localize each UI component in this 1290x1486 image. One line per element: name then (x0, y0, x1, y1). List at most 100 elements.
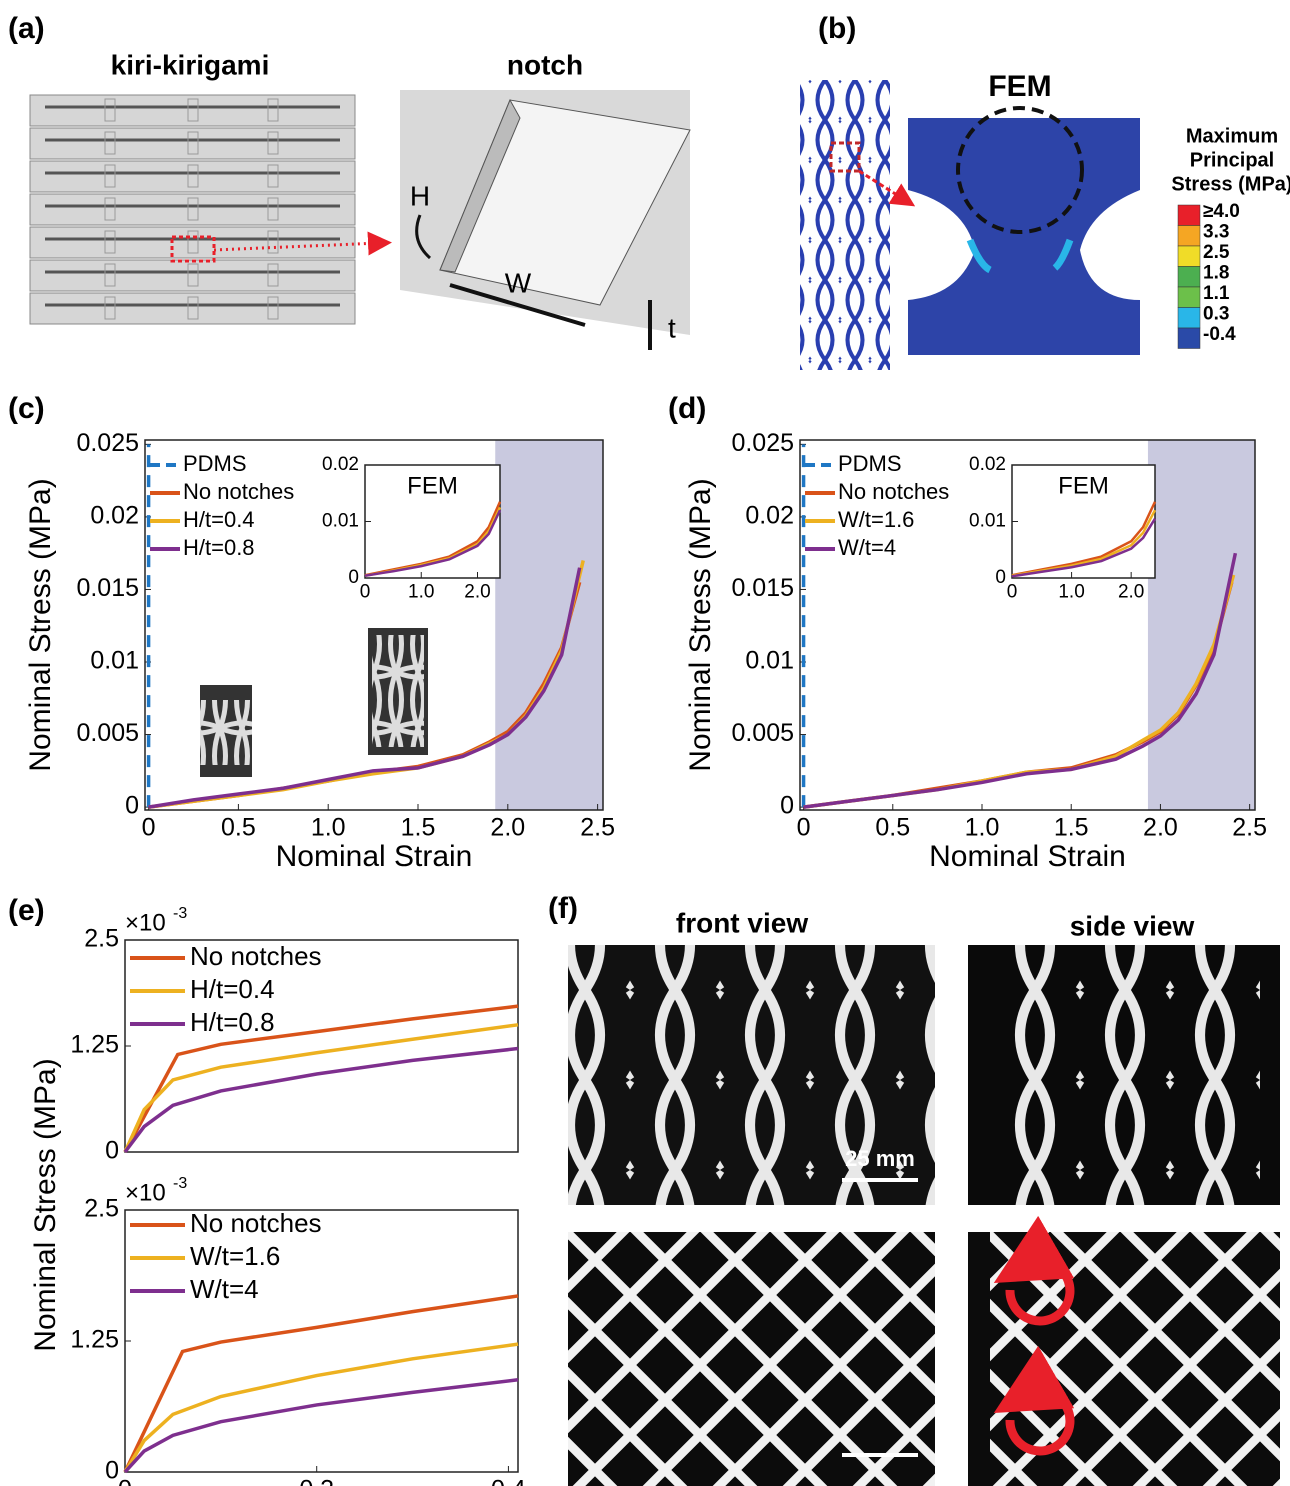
colorbar-swatch (1178, 246, 1200, 267)
data-line (125, 1296, 518, 1472)
lattice-image (800, 80, 890, 370)
annotation: t (668, 312, 676, 343)
inset-title: FEM (1058, 472, 1109, 499)
x-tick-label: 1.0 (1058, 581, 1084, 602)
colorbar-swatch (1178, 287, 1200, 308)
y-tick-label: 0.02 (90, 502, 139, 530)
panel-title: side view (1070, 910, 1195, 941)
panel-label: (c) (8, 392, 45, 425)
legend-label: PDMS (838, 451, 902, 476)
data-line (125, 1344, 518, 1472)
x-tick-label: 0.4 (491, 1475, 526, 1486)
legend-label: W/t=1.6 (838, 507, 914, 532)
data-line (125, 1380, 518, 1472)
annotation: W (505, 267, 532, 298)
x-tick-label: 0.5 (221, 813, 256, 841)
plot-frame (125, 940, 518, 1152)
colorbar-label: ≥4.0 (1203, 201, 1240, 222)
axis-multiplier-exponent: -3 (173, 905, 187, 922)
legend-label: H/t=0.8 (190, 1007, 275, 1037)
x-tick-label: 1.0 (311, 813, 346, 841)
y-tick-label: 0.015 (76, 574, 139, 602)
y-axis-label: Nominal Stress (MPa) (684, 478, 717, 771)
legend-label: H/t=0.4 (183, 507, 255, 532)
x-tick-label: 0 (1007, 581, 1018, 602)
y-tick-label: 1.25 (70, 1031, 119, 1059)
colorbar-title: Maximum (1186, 125, 1278, 147)
y-tick-label: 0.005 (731, 719, 794, 747)
panel-label: (e) (8, 894, 45, 927)
data-line (125, 1006, 518, 1152)
y-tick-label: 0.01 (90, 647, 139, 675)
y-tick-label: 0 (125, 792, 139, 820)
data-line (125, 1025, 518, 1152)
photo (1000, 945, 1260, 1205)
y-axis-label: Nominal Stress (MPa) (24, 478, 57, 771)
panel-label: (a) (8, 12, 45, 45)
panel-title: front view (676, 907, 808, 938)
panel-label: (b) (818, 12, 856, 45)
x-tick-label: 0.2 (299, 1475, 334, 1486)
y-tick-label: 1.25 (70, 1326, 119, 1354)
y-tick-label: 0.015 (731, 574, 794, 602)
x-tick-label: 2.5 (1232, 813, 1267, 841)
panel-title: notch (507, 49, 583, 80)
y-tick-label: 0.01 (969, 511, 1006, 532)
axis-multiplier-exponent: -3 (173, 1175, 187, 1192)
legend-label: No notches (190, 941, 322, 971)
legend-label: W/t=4 (190, 1274, 259, 1304)
y-tick-label: 2.5 (84, 925, 119, 953)
x-tick-label: 1.0 (408, 581, 434, 602)
colorbar-title: Stress (MPa) (1171, 173, 1290, 195)
x-tick-label: 1.5 (1054, 813, 1089, 841)
y-tick-label: 0 (105, 1137, 119, 1165)
legend-label: PDMS (183, 451, 247, 476)
y-tick-label: 0.025 (76, 429, 139, 457)
y-tick-label: 0 (780, 792, 794, 820)
colorbar-label: 3.3 (1203, 222, 1229, 243)
kirigami-sheet (30, 95, 355, 324)
x-tick-label: 2.0 (490, 813, 525, 841)
x-axis-label: Nominal Strain (276, 840, 473, 873)
y-tick-label: 0.02 (745, 502, 794, 530)
x-tick-label: 2.0 (1118, 581, 1144, 602)
x-tick-label: 0 (360, 581, 371, 602)
inset-title: FEM (407, 472, 458, 499)
y-tick-label: 0.02 (322, 454, 359, 475)
legend-label: No notches (190, 1208, 322, 1238)
y-tick-label: 0 (105, 1457, 119, 1485)
y-tick-label: 2.5 (84, 1195, 119, 1223)
data-line (125, 1049, 518, 1152)
annotation: H (410, 180, 430, 211)
x-tick-label: 1.5 (401, 813, 436, 841)
y-axis-label: Nominal Stress (MPa) (29, 1058, 62, 1351)
shaded-region (1148, 440, 1255, 810)
colorbar-swatch (1178, 226, 1200, 247)
colorbar-label: 2.5 (1203, 242, 1230, 263)
y-tick-label: 0.025 (731, 429, 794, 457)
annotation: FEM (988, 70, 1051, 103)
x-tick-label: 2.5 (580, 813, 615, 841)
y-tick-label: 0 (995, 567, 1006, 588)
panel-label: (f) (548, 892, 578, 925)
legend-label: W/t=1.6 (190, 1241, 280, 1271)
colorbar-label: 1.8 (1203, 263, 1229, 284)
colorbar-swatch (1178, 205, 1200, 226)
x-tick-label: 1.0 (965, 813, 1000, 841)
legend-label: W/t=4 (838, 535, 896, 560)
colorbar-swatch (1178, 328, 1200, 349)
shaded-region (495, 440, 603, 810)
photo (568, 1232, 935, 1486)
legend-label: H/t=0.8 (183, 535, 255, 560)
legend-label: H/t=0.4 (190, 974, 275, 1004)
x-tick-label: 2.0 (1143, 813, 1178, 841)
scale-label: 25 mm (845, 1146, 915, 1171)
panel-label: (d) (668, 392, 706, 425)
x-tick-label: 0 (118, 1475, 132, 1486)
figure: (a) kiri-kirigami notch H W t (b) FEM Ma… (0, 0, 1290, 1486)
x-tick-label: 0 (142, 813, 156, 841)
legend-label: No notches (838, 479, 949, 504)
y-tick-label: 0 (348, 567, 359, 588)
colorbar-label: 1.1 (1203, 283, 1230, 304)
colorbar-title: Principal (1190, 149, 1274, 171)
